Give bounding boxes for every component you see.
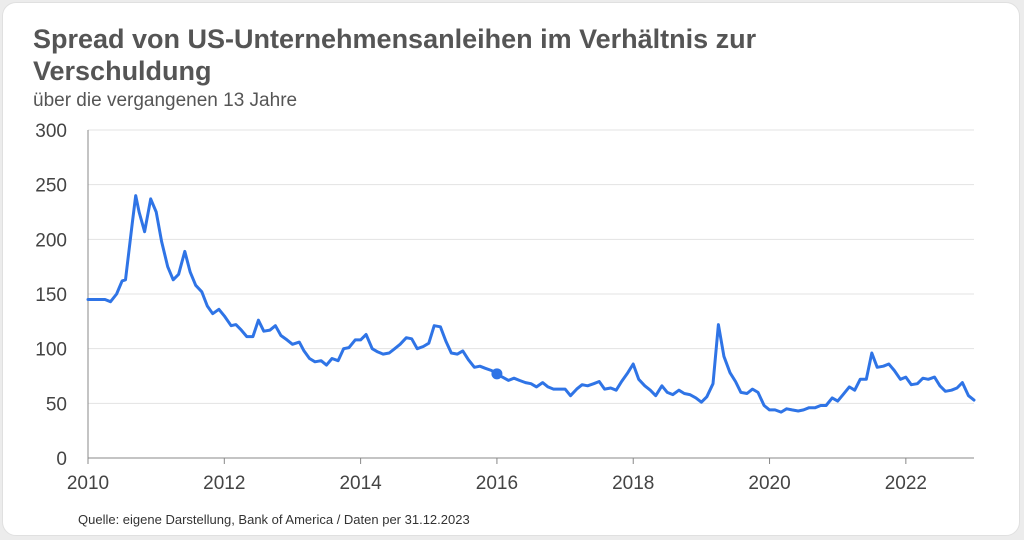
- y-tick-label-300: 300: [35, 121, 67, 142]
- y-tick-label-0: 0: [56, 449, 67, 470]
- y-tick-label-200: 200: [35, 230, 67, 251]
- x-tick-label-2022: 2022: [885, 473, 927, 494]
- x-tick-label-2020: 2020: [748, 473, 790, 494]
- series-line-0: [86, 194, 976, 414]
- chart-subtitle: über die vergangenen 13 Jahre: [33, 90, 298, 111]
- x-tick-label-2018: 2018: [612, 473, 654, 494]
- x-tick-label-2012: 2012: [203, 473, 245, 494]
- y-tick-label-100: 100: [35, 340, 67, 361]
- highlight-point: [491, 368, 503, 380]
- y-tick-label-150: 150: [35, 285, 67, 306]
- y-tick-label-50: 50: [46, 394, 67, 415]
- chart-title: Spread von US-Unternehmensanleihen im Ve…: [33, 24, 757, 86]
- x-tick-label-2010: 2010: [67, 473, 109, 494]
- y-tick-label-250: 250: [35, 176, 67, 197]
- x-tick-label-2014: 2014: [339, 473, 382, 494]
- source-note: Quelle: eigene Darstellung, Bank of Amer…: [78, 512, 470, 527]
- x-tick-label-2016: 2016: [476, 473, 518, 494]
